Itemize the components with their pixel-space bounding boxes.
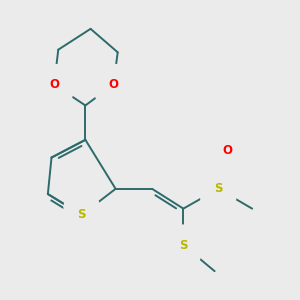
Text: S: S bbox=[214, 182, 223, 195]
Text: O: O bbox=[49, 78, 59, 91]
Text: S: S bbox=[179, 238, 188, 252]
Text: O: O bbox=[109, 78, 118, 91]
Text: O: O bbox=[222, 144, 232, 157]
Text: S: S bbox=[77, 208, 86, 221]
